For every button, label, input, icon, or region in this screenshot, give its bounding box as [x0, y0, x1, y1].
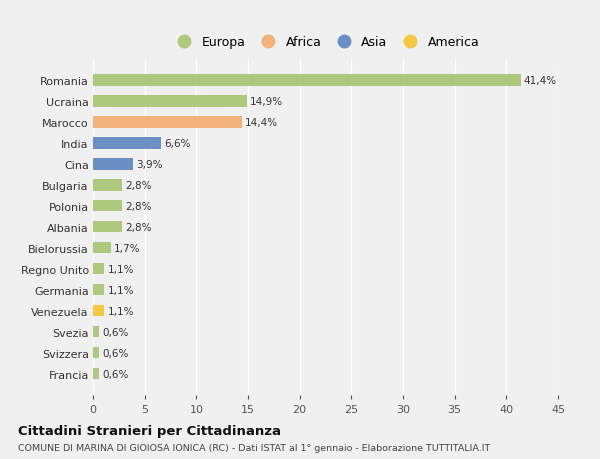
Bar: [93, 347, 99, 358]
Bar: [93, 284, 104, 296]
Bar: [93, 96, 247, 107]
Text: 3,9%: 3,9%: [136, 159, 163, 169]
Bar: [93, 305, 104, 317]
Text: 0,6%: 0,6%: [102, 369, 128, 379]
Text: 0,6%: 0,6%: [102, 327, 128, 337]
Text: COMUNE DI MARINA DI GIOIOSA IONICA (RC) - Dati ISTAT al 1° gennaio - Elaborazion: COMUNE DI MARINA DI GIOIOSA IONICA (RC) …: [18, 443, 490, 452]
Bar: [93, 242, 110, 254]
Text: 2,8%: 2,8%: [125, 222, 152, 232]
Bar: [93, 159, 133, 170]
Text: 1,1%: 1,1%: [107, 285, 134, 295]
Bar: [93, 179, 122, 191]
Bar: [93, 221, 122, 233]
Bar: [93, 138, 161, 149]
Text: 14,9%: 14,9%: [250, 96, 283, 106]
Text: 2,8%: 2,8%: [125, 202, 152, 211]
Text: 1,1%: 1,1%: [107, 306, 134, 316]
Text: 0,6%: 0,6%: [102, 348, 128, 358]
Bar: [93, 201, 122, 212]
Bar: [93, 368, 99, 380]
Text: 14,4%: 14,4%: [245, 118, 278, 128]
Text: 2,8%: 2,8%: [125, 180, 152, 190]
Bar: [93, 75, 521, 86]
Text: 41,4%: 41,4%: [524, 76, 557, 86]
Bar: [93, 117, 242, 128]
Legend: Europa, Africa, Asia, America: Europa, Africa, Asia, America: [168, 33, 483, 53]
Bar: [93, 263, 104, 275]
Text: 1,1%: 1,1%: [107, 264, 134, 274]
Text: Cittadini Stranieri per Cittadinanza: Cittadini Stranieri per Cittadinanza: [18, 425, 281, 437]
Bar: [93, 326, 99, 338]
Text: 1,7%: 1,7%: [113, 243, 140, 253]
Text: 6,6%: 6,6%: [164, 139, 191, 148]
